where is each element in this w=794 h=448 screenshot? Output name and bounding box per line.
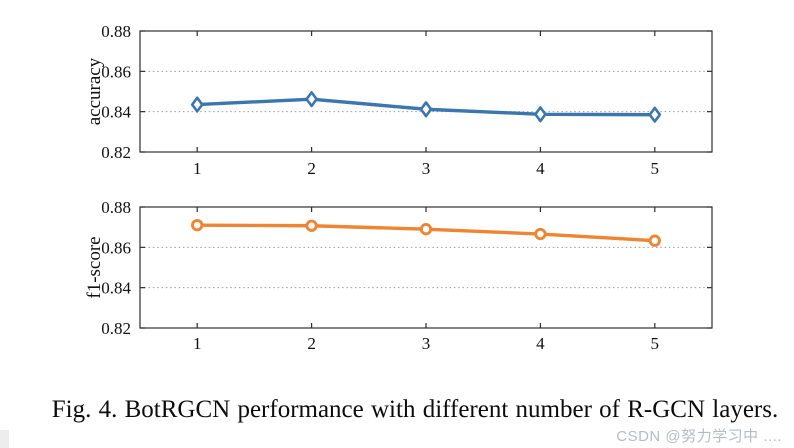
x-tick-label: 1: [193, 159, 202, 178]
data-point-marker: [305, 91, 318, 108]
y-tick-label: 0.84: [101, 279, 131, 298]
x-tick-label: 3: [422, 334, 431, 353]
y-tick-label: 0.82: [101, 319, 131, 338]
data-point-marker: [534, 106, 547, 123]
y-tick-label: 0.82: [101, 143, 131, 162]
page-edge-shade: [0, 430, 9, 448]
data-point-marker: [648, 234, 661, 247]
data-point-marker: [534, 227, 547, 241]
x-tick-label: 4: [536, 159, 545, 178]
x-tick-label: 5: [651, 334, 660, 353]
x-tick-label: 5: [651, 159, 660, 178]
f1-score-chart: 0.82 0.84 0.86 0.88 1 2 3 4 5 f1-score: [84, 198, 713, 353]
y-tick-label: 0.88: [101, 22, 131, 41]
data-point-marker: [191, 219, 204, 232]
x-tick-label: 2: [307, 159, 316, 178]
y-axis-label: accuracy: [84, 57, 105, 125]
data-point-marker: [190, 96, 204, 113]
y-tick-label: 0.86: [101, 62, 131, 81]
figure-caption: Fig. 4. BotRGCN performance with differe…: [51, 396, 779, 423]
x-tick-label: 2: [307, 334, 316, 353]
x-tick-label: 1: [193, 334, 202, 353]
x-tick-label: 3: [422, 159, 431, 178]
data-point-marker: [648, 106, 662, 123]
y-axis-label: f1-score: [84, 236, 105, 298]
x-tick-label: 4: [536, 334, 545, 353]
accuracy-chart: 0.82 0.84 0.86 0.88 1 2 3 4 5 accuracy: [84, 22, 713, 178]
y-tick-label: 0.88: [101, 198, 131, 217]
csdn-watermark: CSDN @努力学习中 ....: [616, 428, 782, 445]
plot-box: [139, 30, 713, 153]
y-tick-label: 0.86: [101, 238, 131, 257]
data-point-marker: [419, 223, 433, 236]
data-point-marker: [305, 219, 318, 232]
data-point-marker: [419, 101, 433, 118]
y-tick-label: 0.84: [101, 103, 131, 122]
